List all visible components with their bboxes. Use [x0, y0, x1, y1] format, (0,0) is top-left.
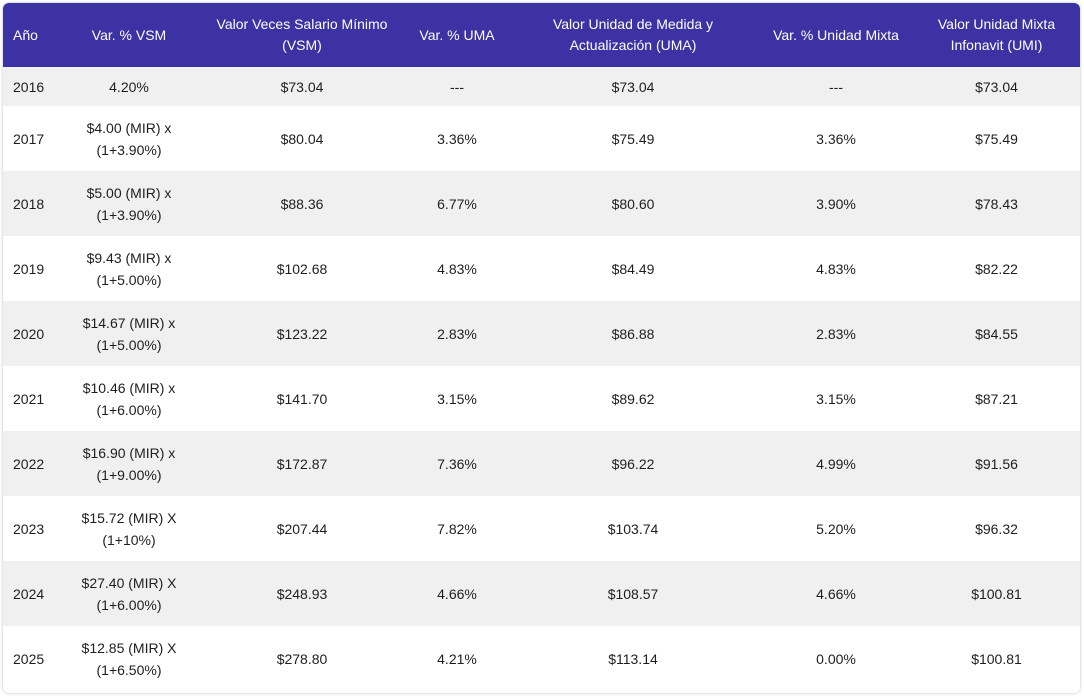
cell-vsm: $73.04 [280, 78, 324, 95]
cell-var-uma: 4.66% [437, 585, 477, 602]
header-var-vsm: Var. % VSM [91, 26, 167, 43]
cell-var-umi: 4.66% [816, 585, 856, 602]
cell-year: 2024 [13, 585, 45, 602]
cell-umi: $100.81 [971, 585, 1022, 602]
cell-vsm: $80.04 [280, 130, 324, 147]
cell-var-vsm: 4.20% [109, 78, 149, 95]
cell-uma: $86.88 [611, 325, 655, 342]
cell-var-uma: 4.83% [437, 260, 477, 277]
cell-vsm: $88.36 [280, 195, 324, 212]
cell-vsm: $123.22 [276, 325, 328, 342]
cell-year: 2023 [13, 520, 45, 537]
cell-umi: $75.49 [975, 130, 1018, 147]
header-row: Año Var. % VSM Valor Veces Salario Mínim… [3, 3, 1080, 67]
cell-var-umi: 5.20% [816, 520, 856, 537]
cell-var-uma: --- [450, 78, 464, 95]
table-row: 2022 $16.90 (MIR) x (1+9.00%) $172.87 7.36%… [3, 431, 1080, 496]
cell-vsm: $102.68 [276, 260, 328, 277]
cell-var-vsm: $9.43 (MIR) x (1+5.00%) [86, 249, 172, 288]
cell-year: 2019 [13, 260, 45, 277]
cell-vsm: $172.87 [276, 455, 328, 472]
cell-var-umi: --- [829, 78, 843, 95]
cell-var-vsm: $27.40 (MIR) X (1+6.00%) [81, 574, 177, 613]
header-vsm: Valor Veces Salario Mínimo (VSM) [216, 16, 388, 53]
cell-var-umi: 4.83% [816, 260, 856, 277]
table-row: 2016 4.20% $73.04 --- $73.04 --- $73.04 [3, 67, 1080, 106]
cell-umi: $82.22 [975, 260, 1018, 277]
table-row: 2019 $9.43 (MIR) x (1+5.00%) $102.68 4.83% $… [3, 236, 1080, 301]
cell-vsm: $141.70 [276, 390, 328, 407]
cell-var-uma: 6.77% [437, 195, 477, 212]
cell-var-umi: 3.90% [816, 195, 856, 212]
cell-umi: $73.04 [975, 78, 1018, 95]
salary-units-table: Año Var. % VSM Valor Veces Salario Mínim… [3, 3, 1080, 691]
cell-var-uma: 3.15% [437, 390, 477, 407]
salary-table-container: Año Var. % VSM Valor Veces Salario Mínim… [3, 3, 1080, 693]
table-row: 2023 $15.72 (MIR) X (1+10%) $207.44 7.82% $1… [3, 496, 1080, 561]
cell-var-umi: 2.83% [816, 325, 856, 342]
header-var-umi: Var. % Unidad Mixta [773, 26, 899, 43]
table-row: 2025 $12.85 (MIR) X (1+6.50%) $278.80 4.21%… [3, 626, 1080, 691]
cell-umi: $84.55 [975, 325, 1018, 342]
cell-uma: $89.62 [611, 390, 655, 407]
table-row: 2020 $14.67 (MIR) x (1+5.00%) $123.22 2.83%… [3, 301, 1080, 366]
cell-year: 2018 [13, 195, 45, 212]
cell-uma: $113.14 [608, 650, 658, 667]
cell-uma: $96.22 [611, 455, 655, 472]
table-row: 2017 $4.00 (MIR) x (1+3.90%) $80.04 3.36% $7… [3, 106, 1080, 171]
cell-umi: $91.56 [975, 455, 1018, 472]
cell-umi: $96.32 [975, 520, 1018, 537]
cell-uma: $75.49 [611, 130, 655, 147]
cell-umi: $100.81 [971, 650, 1022, 667]
cell-var-uma: 2.83% [437, 325, 477, 342]
cell-uma: $108.57 [607, 585, 659, 602]
table-header: Año Var. % VSM Valor Veces Salario Mínim… [3, 3, 1080, 67]
cell-uma: $84.49 [611, 260, 655, 277]
cell-year: 2025 [13, 650, 45, 667]
cell-year: 2020 [13, 325, 45, 342]
cell-var-uma: 4.21% [437, 650, 477, 667]
cell-vsm: $248.93 [276, 585, 328, 602]
cell-var-vsm: $12.85 (MIR) X (1+6.50%) [81, 639, 177, 678]
table-row: 2021 $10.46 (MIR) x (1+6.00%) $141.70 3.15%… [3, 366, 1080, 431]
header-var-uma: Var. % UMA [419, 26, 495, 43]
cell-year: 2022 [13, 455, 45, 472]
cell-year: 2016 [13, 78, 45, 95]
cell-var-vsm: $16.90 (MIR) x (1+9.00%) [82, 444, 176, 483]
cell-var-vsm: $10.46 (MIR) x (1+6.00%) [82, 379, 176, 418]
cell-uma: $103.74 [607, 520, 659, 537]
cell-var-uma: 3.36% [437, 130, 477, 147]
cell-var-umi: 4.99% [816, 455, 856, 472]
cell-year: 2017 [13, 130, 45, 147]
cell-var-umi: 3.15% [816, 390, 856, 407]
cell-vsm: $278.80 [276, 650, 328, 667]
header-umi: Valor Unidad Mixta Infonavit (UMI) [937, 16, 1056, 53]
cell-uma: $80.60 [611, 195, 655, 212]
cell-year: 2021 [13, 390, 45, 407]
cell-var-umi: 3.36% [816, 130, 856, 147]
cell-var-vsm: $4.00 (MIR) x (1+3.90%) [86, 119, 172, 158]
cell-vsm: $207.44 [276, 520, 328, 537]
header-uma: Valor Unidad de Medida y Actualización (… [552, 16, 714, 53]
table-row: 2024 $27.40 (MIR) X (1+6.00%) $248.93 4.66%… [3, 561, 1080, 626]
cell-umi: $78.43 [975, 195, 1018, 212]
cell-var-vsm: $15.72 (MIR) X (1+10%) [81, 509, 177, 548]
cell-var-vsm: $5.00 (MIR) x (1+3.90%) [86, 184, 172, 223]
cell-var-umi: 0.00% [816, 650, 856, 667]
cell-umi: $87.21 [975, 390, 1018, 407]
table-row: 2018 $5.00 (MIR) x (1+3.90%) $88.36 6.77% $8… [3, 171, 1080, 236]
header-year: Año [13, 26, 38, 43]
cell-uma: $73.04 [611, 78, 655, 95]
cell-var-uma: 7.36% [437, 455, 477, 472]
table-body: 2016 4.20% $73.04 --- $73.04 --- $73.04 2017 $4.… [3, 67, 1080, 691]
cell-var-vsm: $14.67 (MIR) x (1+5.00%) [82, 314, 176, 353]
cell-var-uma: 7.82% [437, 520, 477, 537]
